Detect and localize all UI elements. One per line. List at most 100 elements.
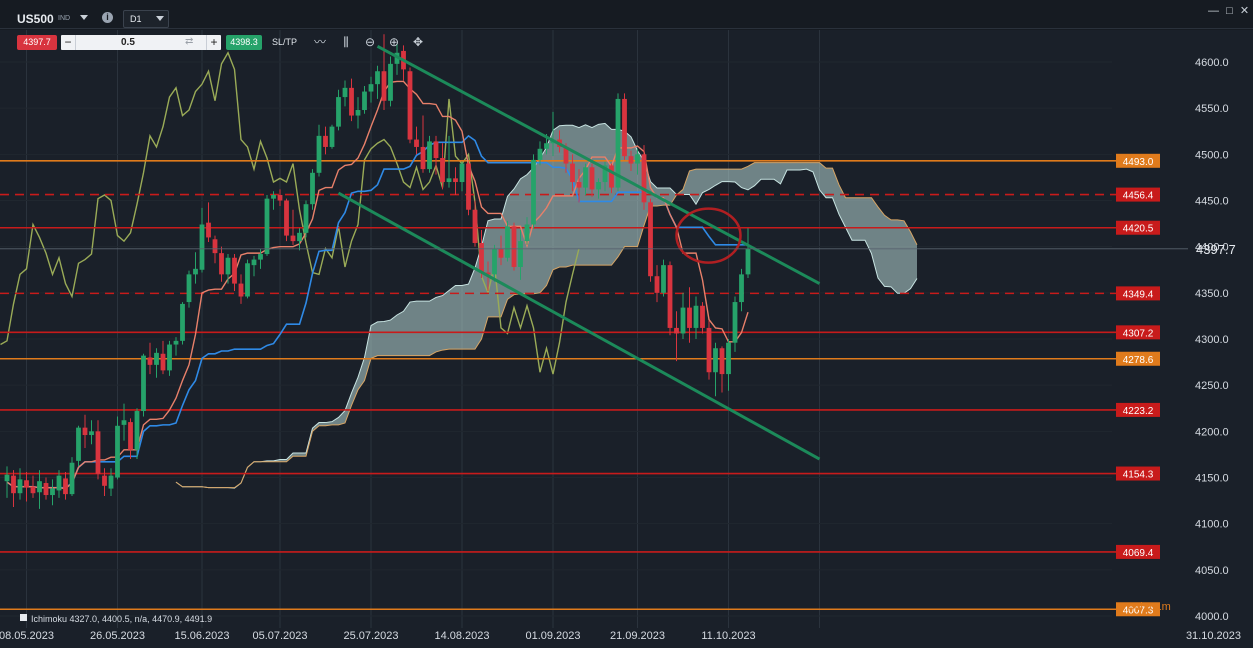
candle-body	[89, 431, 94, 436]
x-tick-label: 01.09.2023	[525, 630, 580, 642]
y-tick-label: 4050.0	[1195, 565, 1229, 577]
swap-icon[interactable]: ⇄	[185, 36, 194, 47]
candle	[732, 296, 738, 352]
candle-body	[128, 422, 133, 450]
level-label-box	[1116, 544, 1160, 559]
sell-price-button[interactable]: 4397.7	[17, 35, 57, 50]
candle-body	[115, 425, 120, 478]
candle	[160, 340, 166, 375]
zoom-in-icon[interactable]: ⊕	[388, 35, 400, 49]
candle-body	[531, 159, 536, 225]
sl-tp-button[interactable]: SL/TP	[272, 37, 298, 47]
candle-body	[212, 239, 218, 254]
y-tick-label: 4000.0	[1195, 611, 1229, 623]
candle-body	[466, 163, 471, 210]
close-icon[interactable]: ✕	[1239, 5, 1250, 17]
candle	[199, 207, 205, 273]
y-tick-label: 4500.0	[1195, 149, 1229, 161]
candle-body	[745, 248, 751, 275]
candle-body	[225, 257, 231, 275]
candle	[628, 150, 634, 171]
candle-body	[121, 420, 127, 425]
candle	[700, 302, 705, 334]
candle-body	[459, 163, 465, 183]
symbol-dropdown-icon[interactable]	[80, 15, 88, 20]
candle-body	[479, 242, 484, 273]
candle	[128, 418, 133, 460]
candle-body	[180, 303, 185, 341]
candle	[206, 202, 211, 243]
increase-button[interactable]: +	[206, 35, 221, 50]
candle-body	[173, 340, 179, 345]
candle-body	[472, 209, 478, 243]
candle-body	[635, 154, 640, 164]
zoom-out-icon[interactable]: ⊖	[364, 35, 376, 49]
candle-body	[134, 411, 140, 450]
indicators-icon[interactable]: ⫼	[343, 35, 349, 49]
candle-body	[609, 165, 614, 188]
candle	[50, 479, 55, 506]
info-icon[interactable]: i	[102, 12, 113, 23]
y-tick-label: 4350.0	[1195, 288, 1229, 300]
candle	[56, 470, 62, 498]
candle-body	[37, 481, 42, 493]
candle-body	[563, 146, 569, 164]
minimize-icon[interactable]: —	[1208, 5, 1219, 17]
candle	[245, 259, 250, 299]
buy-price-button[interactable]: 4398.3	[226, 35, 262, 50]
candle-body	[537, 148, 543, 160]
x-tick-label: 08.05.2023	[0, 630, 54, 642]
candle	[570, 154, 575, 192]
candle-body	[518, 241, 523, 267]
candle	[648, 198, 653, 282]
candle-body	[63, 478, 68, 495]
candle	[76, 425, 81, 467]
candle	[713, 342, 718, 397]
candles	[4, 34, 751, 509]
candle	[232, 254, 237, 291]
candle	[537, 141, 543, 166]
level-label-box	[1116, 220, 1160, 235]
candle	[284, 198, 289, 242]
candle-body	[693, 305, 699, 328]
candle-body	[290, 235, 296, 242]
candle	[427, 135, 432, 173]
candle-body	[4, 474, 10, 482]
candle	[108, 468, 114, 496]
level-label-box	[1116, 187, 1160, 202]
maximize-icon[interactable]: □	[1226, 5, 1233, 17]
crosshair-icon[interactable]: ✥	[412, 35, 424, 49]
candle-body	[654, 276, 660, 293]
decrease-button[interactable]: −	[61, 35, 76, 50]
candle	[69, 457, 75, 496]
candle-body	[641, 154, 647, 203]
candle-body	[576, 182, 582, 188]
candle	[297, 228, 302, 251]
candle-body	[433, 141, 439, 159]
quantity-value[interactable]: 0.5	[121, 37, 135, 48]
candle-body	[316, 135, 322, 173]
candle	[258, 248, 263, 269]
indicator-legend: Ichimoku 4327.0, 4400.5, n/a, 4470.9, 44…	[31, 614, 212, 624]
x-tick-label: 31.10.2023	[1186, 630, 1241, 642]
y-tick-label: 4200.0	[1195, 426, 1229, 438]
candle	[141, 353, 146, 417]
line-chart-icon[interactable]: 〰	[313, 35, 326, 49]
candle-body	[674, 327, 679, 334]
candle	[446, 135, 452, 188]
candle-body	[544, 143, 549, 149]
candle-body	[420, 146, 426, 170]
candle-body	[661, 265, 666, 293]
quantity-stepper[interactable]: − 0.5 ⇄ +	[61, 35, 221, 50]
candle	[687, 287, 692, 343]
candle-body	[739, 274, 744, 303]
candle-body	[427, 141, 432, 170]
level-label-box	[1116, 153, 1160, 168]
level-label: 4493.0	[1123, 157, 1154, 168]
current-price-label: 4397.7	[1196, 242, 1236, 257]
candle	[739, 268, 744, 312]
candle	[518, 230, 523, 280]
timeframe-select[interactable]: D1	[123, 10, 169, 28]
symbol-name[interactable]: US500	[17, 12, 54, 26]
